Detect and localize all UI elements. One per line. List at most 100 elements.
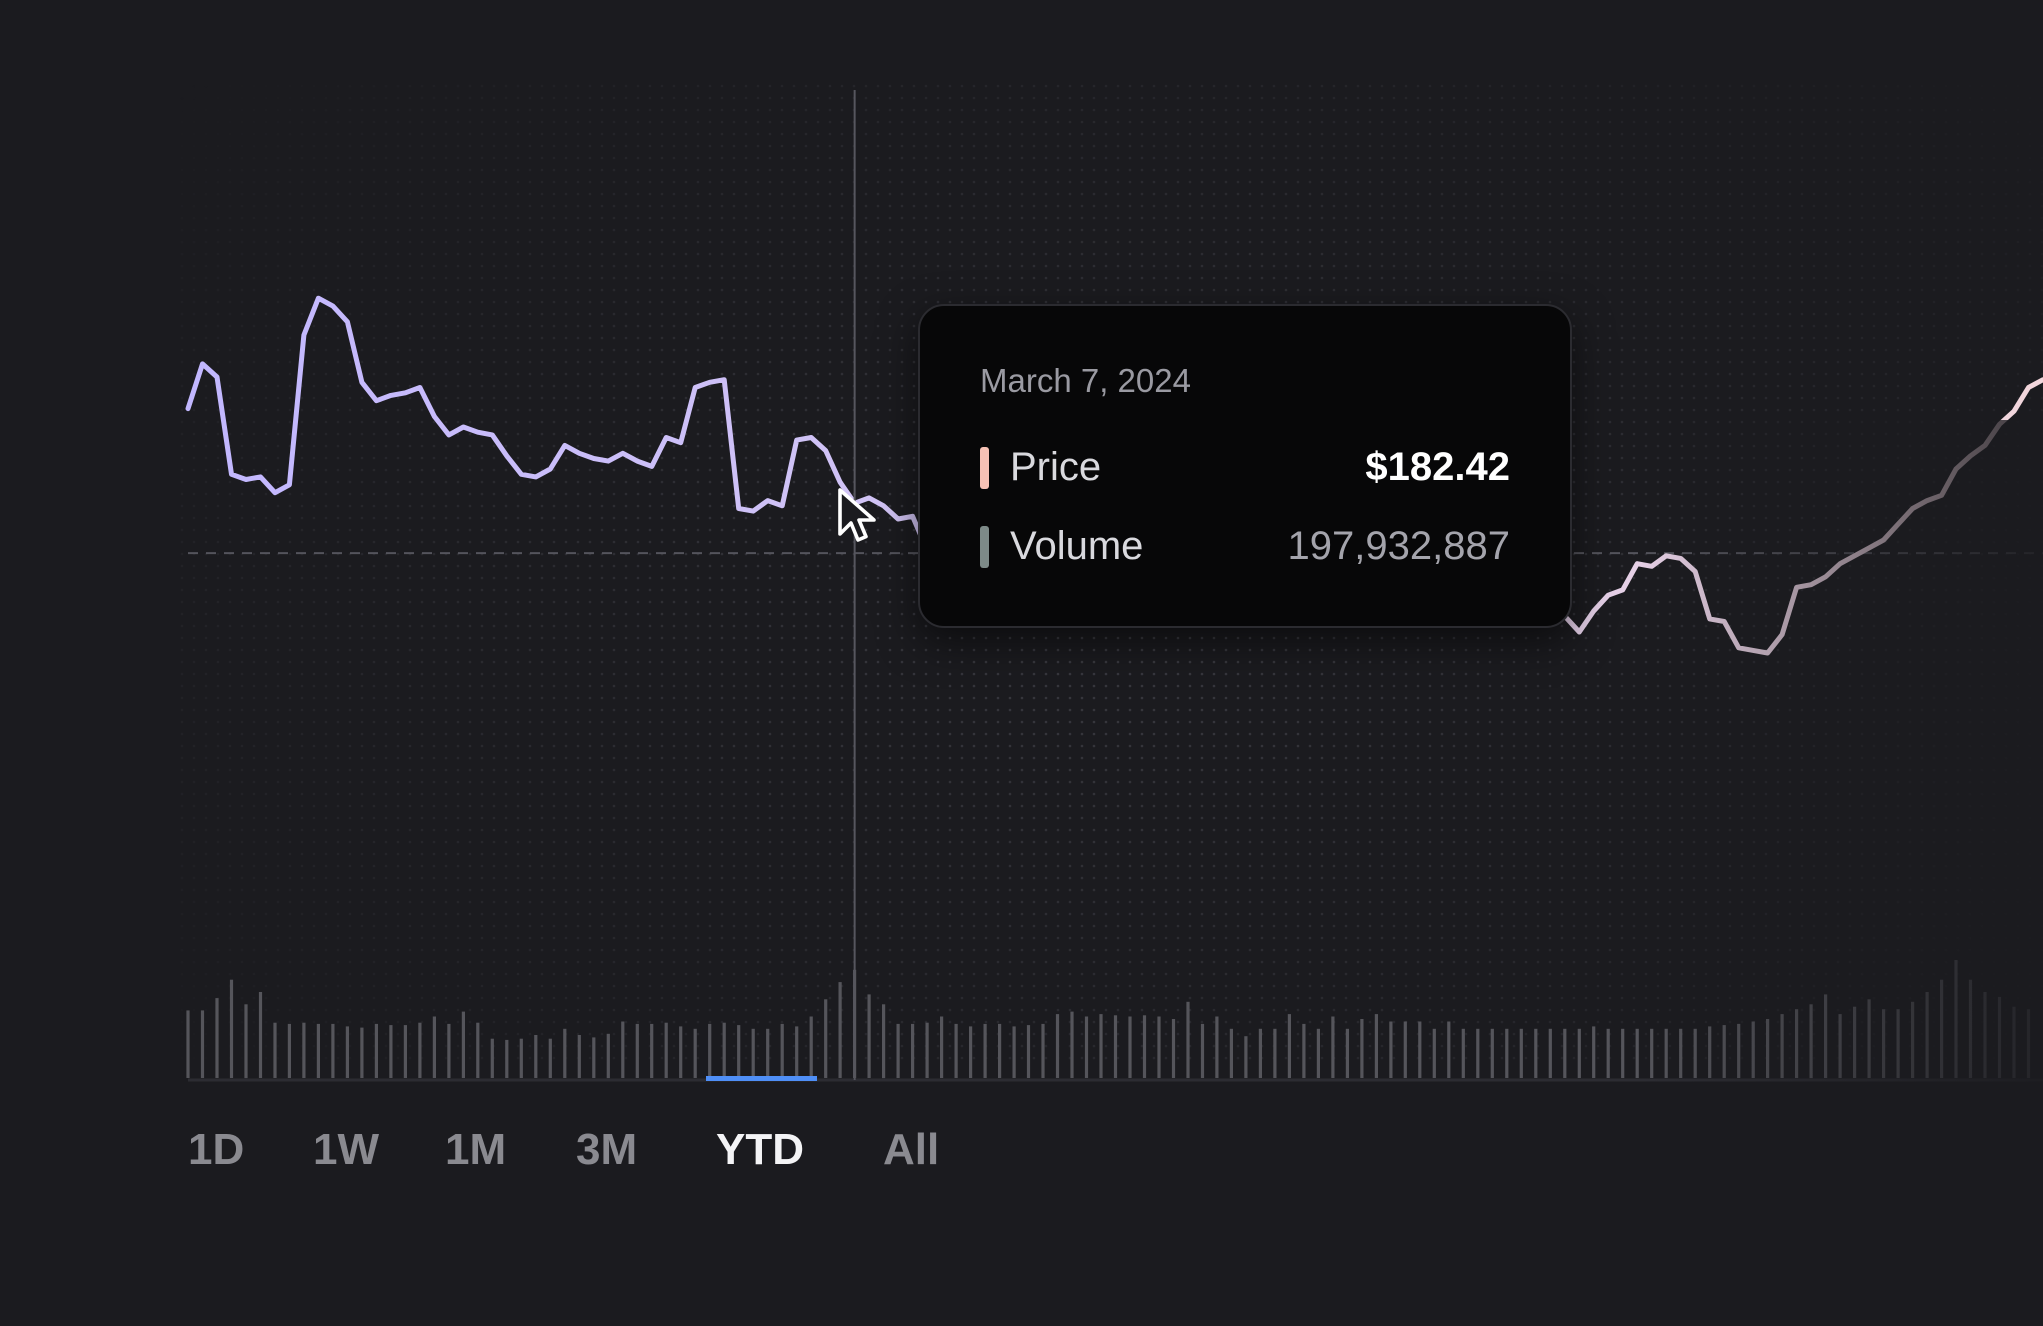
volume-bar <box>345 1026 349 1078</box>
volume-bar <box>1476 1028 1480 1078</box>
volume-bar <box>1331 1016 1335 1078</box>
volume-bar <box>1113 1015 1118 1078</box>
volume-bar <box>1374 1014 1378 1078</box>
volume-bar <box>722 1022 726 1078</box>
volume-bar <box>1345 1028 1349 1078</box>
volume-bar <box>302 1022 306 1078</box>
volume-bar <box>838 982 842 1078</box>
volume-bar <box>418 1022 422 1078</box>
volume-bar <box>476 1022 480 1078</box>
volume-bar <box>519 1038 523 1078</box>
volume-bar <box>461 1011 465 1078</box>
tooltip-price-row: Price $182.42 <box>980 443 1510 493</box>
volume-bar <box>1606 1028 1610 1078</box>
volume-bar <box>809 1016 813 1078</box>
volume-bar <box>925 1022 929 1078</box>
volume-bar <box>1505 1028 1509 1078</box>
volume-bar <box>490 1038 494 1078</box>
volume-bar <box>983 1023 987 1078</box>
volume-bar <box>563 1028 567 1078</box>
volume-bar <box>273 1022 277 1078</box>
mouse-cursor-icon <box>838 488 882 553</box>
tab-1d[interactable]: 1D <box>188 1125 245 1174</box>
volume-bar <box>186 1010 190 1078</box>
tooltip-price-value: $182.42 <box>1365 445 1510 489</box>
volume-bar <box>1461 1028 1465 1078</box>
volume-bar <box>780 1023 784 1078</box>
hover-tooltip: March 7, 2024 Price $182.42 Volume 197,9… <box>918 304 1572 628</box>
volume-bar <box>766 1028 770 1078</box>
volume-bar <box>896 1023 900 1078</box>
volume-bar <box>534 1035 538 1078</box>
volume-bar <box>1490 1028 1494 1078</box>
volume-bar <box>1041 1023 1045 1078</box>
volume-bar <box>606 1033 610 1079</box>
volume-bar <box>1070 1011 1074 1078</box>
volume-bar <box>679 1026 683 1078</box>
volume-bar <box>215 998 219 1078</box>
volume-bar <box>1128 1016 1132 1078</box>
volume-bar <box>374 1023 378 1078</box>
volume-bar <box>1142 1015 1147 1078</box>
volume-bar <box>1026 1025 1031 1078</box>
tooltip-price-label: Price <box>1010 445 1102 489</box>
right-edge-fade <box>1640 420 2043 1120</box>
volume-bar <box>1215 1016 1219 1078</box>
volume-bar <box>389 1025 393 1078</box>
volume-bar <box>1244 1036 1248 1078</box>
volume-bar <box>795 1026 799 1078</box>
volume-bar <box>1592 1026 1596 1078</box>
volume-bar <box>200 1010 205 1078</box>
volume-bar <box>635 1023 639 1078</box>
volume-bar <box>737 1025 741 1078</box>
volume-bar <box>1273 1028 1277 1078</box>
volume-bar <box>1157 1016 1161 1078</box>
volume-bar <box>998 1023 1002 1078</box>
volume-bar <box>1563 1028 1567 1078</box>
volume-bar <box>1534 1028 1538 1078</box>
volume-bar <box>577 1035 581 1078</box>
volume-bar <box>650 1023 654 1078</box>
volume-bar <box>1577 1028 1581 1078</box>
volume-swatch <box>980 526 989 568</box>
volume-bar <box>505 1039 509 1078</box>
volume-bar <box>1200 1023 1205 1078</box>
volume-bar <box>1316 1028 1320 1078</box>
volume-bar <box>867 994 871 1078</box>
tooltip-date: March 7, 2024 <box>980 362 1191 399</box>
volume-bar <box>258 992 263 1078</box>
volume-bar <box>316 1023 320 1078</box>
tab-3m[interactable]: 3M <box>576 1125 638 1174</box>
volume-bar <box>1621 1028 1625 1078</box>
volume-bar <box>229 979 234 1078</box>
volume-bar <box>1055 1014 1060 1078</box>
price-swatch <box>980 447 989 489</box>
time-range-tabs: 1D 1W 1M 3M YTD All <box>0 1125 1200 1185</box>
volume-bar <box>1084 1016 1089 1078</box>
volume-bar <box>1099 1014 1103 1078</box>
volume-bar <box>1432 1028 1436 1078</box>
volume-bar <box>621 1021 625 1078</box>
volume-bar <box>1229 1028 1233 1078</box>
volume-bar <box>1360 1019 1364 1078</box>
tab-1m[interactable]: 1M <box>445 1125 507 1174</box>
volume-bar <box>940 1016 944 1078</box>
tab-ytd[interactable]: YTD <box>716 1125 804 1174</box>
volume-bar <box>360 1027 364 1078</box>
volume-bar <box>1186 1001 1190 1078</box>
volume-bar <box>1418 1021 1422 1078</box>
volume-bar <box>1389 1021 1393 1078</box>
tab-all[interactable]: All <box>883 1125 940 1174</box>
tab-1w[interactable]: 1W <box>313 1125 379 1174</box>
volume-bar <box>751 1028 755 1078</box>
volume-bar <box>708 1023 712 1078</box>
volume-bar <box>1403 1021 1407 1078</box>
active-range-indicator <box>706 1076 817 1081</box>
volume-bar <box>1635 1028 1639 1078</box>
volume-bar <box>911 1023 915 1078</box>
volume-bar <box>954 1023 958 1078</box>
volume-bar <box>1447 1021 1451 1078</box>
volume-bar <box>969 1026 973 1078</box>
tooltip-volume-row: Volume 197,932,887 <box>980 522 1510 572</box>
